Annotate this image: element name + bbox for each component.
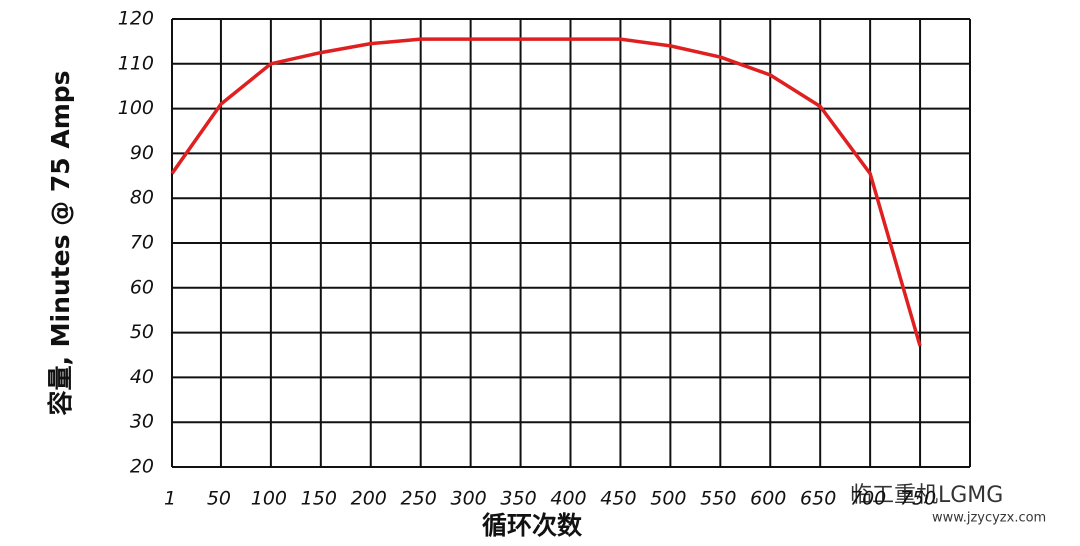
x-tick-label: 450 — [600, 488, 636, 510]
x-tick-label: 750 — [900, 488, 936, 510]
y-tick-label: 80 — [130, 187, 154, 209]
y-tick-label: 100 — [118, 97, 154, 119]
x-tick-label: 1 — [164, 488, 176, 510]
y-tick-label: 60 — [130, 276, 154, 298]
x-tick-label: 200 — [351, 488, 387, 510]
x-tick-label: 650 — [800, 488, 836, 510]
y-axis-label: 容量, Minutes @ 75 Amps — [46, 70, 75, 415]
watermark-brand: 临工重机LGMG — [850, 483, 1003, 508]
y-tick-label: 20 — [130, 456, 154, 478]
y-tick-label: 70 — [130, 232, 154, 254]
x-tick-label: 250 — [401, 488, 437, 510]
y-tick-label: 120 — [118, 8, 154, 30]
x-tick-label: 350 — [500, 488, 536, 510]
data-line — [170, 37, 922, 347]
x-tick-label: 300 — [450, 488, 486, 510]
x-tick-label: 550 — [700, 488, 736, 510]
x-tick-label: 150 — [301, 488, 337, 510]
x-tick-label: 700 — [850, 488, 886, 510]
y-tick-label: 40 — [130, 366, 154, 388]
x-tick-label: 500 — [650, 488, 686, 510]
y-tick-label: 50 — [130, 321, 154, 343]
watermark-url: www.jzycyzx.com — [932, 511, 1046, 526]
x-axis-label: 循环次数 — [482, 511, 583, 540]
x-tick-label: 400 — [550, 488, 586, 510]
x-tick-label: 50 — [207, 488, 231, 510]
x-tick-label: 100 — [251, 488, 287, 510]
y-tick-label: 110 — [118, 52, 154, 74]
y-tick-label: 30 — [130, 411, 154, 433]
y-tick-label: 90 — [130, 142, 154, 164]
x-tick-label: 600 — [750, 488, 786, 510]
